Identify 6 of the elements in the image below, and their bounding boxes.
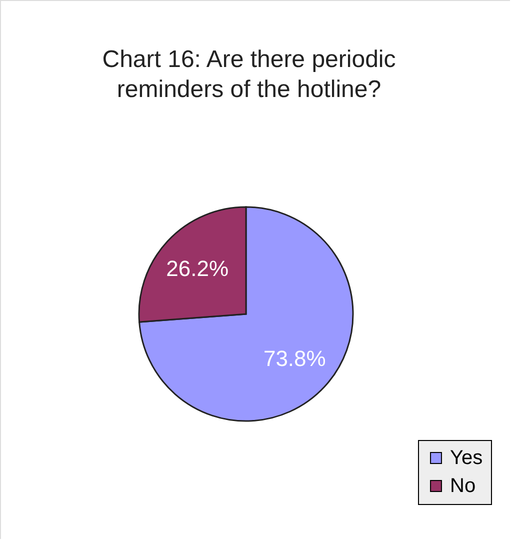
legend-label: No bbox=[450, 475, 476, 497]
legend-label: Yes bbox=[450, 447, 483, 469]
data-label: 73.8% bbox=[263, 346, 326, 372]
data-label: 26.2% bbox=[166, 256, 229, 281]
chart-title: Chart 16: Are there periodic reminders of the hotline? bbox=[102, 46, 396, 103]
pie-slice bbox=[138, 206, 354, 422]
